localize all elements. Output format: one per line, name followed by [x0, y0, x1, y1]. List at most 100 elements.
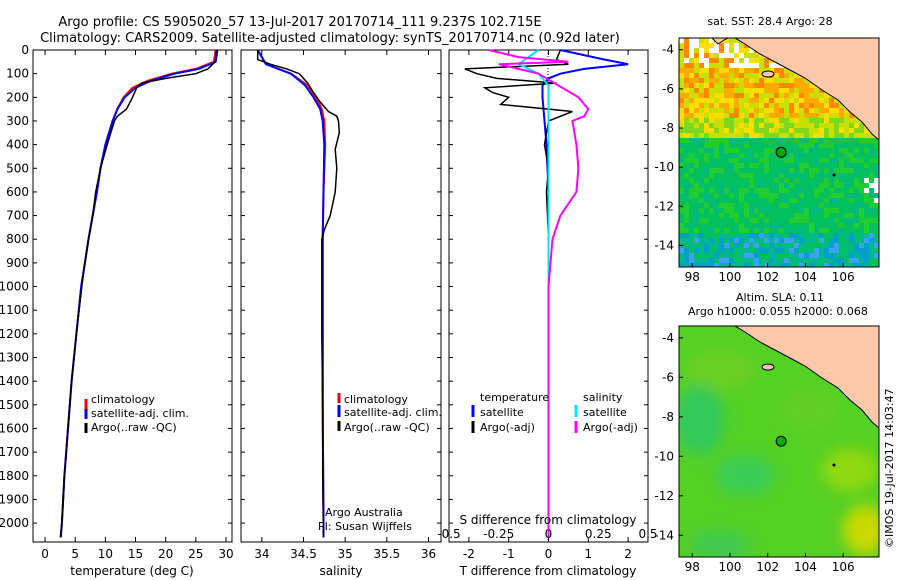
sst-grid-cell — [769, 158, 774, 163]
sst-grid-cell — [734, 213, 739, 218]
sst-grid-cell — [859, 223, 864, 228]
sst-grid-cell — [799, 233, 804, 238]
sst-grid-cell — [689, 158, 694, 163]
sst-grid-cell — [789, 128, 794, 133]
sst-grid-cell — [814, 183, 819, 188]
sst-grid-cell — [759, 198, 764, 203]
sst-grid-cell — [804, 93, 809, 98]
sst-grid-cell — [734, 233, 739, 238]
sst-grid-cell — [839, 163, 844, 168]
sst-grid-cell — [749, 153, 754, 158]
sst-grid-cell — [719, 128, 724, 133]
sst-grid-cell — [794, 253, 799, 258]
sst-grid-cell — [839, 243, 844, 248]
sst-grid-cell — [874, 168, 879, 173]
sla-map-title: Altim. SLA: 0.11 — [736, 291, 824, 304]
sst-grid-cell — [824, 168, 829, 173]
sst-grid-cell — [714, 263, 719, 267]
sst-grid-cell — [689, 243, 694, 248]
sst-grid-cell — [814, 208, 819, 213]
sst-grid-cell — [834, 173, 839, 178]
sst-grid-cell — [684, 188, 689, 193]
sst-grid-cell — [704, 38, 709, 43]
sst-grid-cell — [774, 173, 779, 178]
sst-grid-cell — [869, 208, 874, 213]
sst-grid-cell — [734, 143, 739, 148]
sst-map-title: sat. SST: 28.4 Argo: 28 — [707, 15, 832, 28]
sst-grid-cell — [794, 163, 799, 168]
sst-grid-cell — [769, 78, 774, 83]
sst-grid-cell — [829, 118, 834, 123]
sst-grid-cell — [699, 213, 704, 218]
sst-grid-cell — [739, 188, 744, 193]
sst-grid-cell — [769, 178, 774, 183]
sst-grid-cell — [834, 243, 839, 248]
sst-grid-cell — [824, 248, 829, 253]
sst-grid-cell — [849, 113, 854, 118]
sst-grid-cell — [754, 153, 759, 158]
sst-grid-cell — [859, 143, 864, 148]
sst-grid-cell — [709, 178, 714, 183]
sst-grid-cell — [764, 148, 769, 153]
sst-grid-cell — [789, 263, 794, 267]
sst-grid-cell — [824, 93, 829, 98]
sst-grid-cell — [844, 238, 849, 243]
sst-grid-cell — [769, 238, 774, 243]
sst-grid-cell — [714, 238, 719, 243]
sst-grid-cell — [744, 213, 749, 218]
difference-xtick-label: 0 — [545, 547, 553, 561]
sst-grid-cell — [714, 103, 719, 108]
sst-grid-cell — [769, 118, 774, 123]
sst-grid-cell — [774, 258, 779, 263]
sst-grid-cell — [704, 53, 709, 58]
sst-grid-cell — [704, 78, 709, 83]
sst-grid-cell — [719, 263, 724, 267]
sst-grid-cell — [834, 263, 839, 267]
sst-grid-cell — [764, 78, 769, 83]
sst-grid-cell — [714, 233, 719, 238]
sst-grid-cell — [779, 193, 784, 198]
sst-grid-cell — [824, 193, 829, 198]
sst-grid-cell — [749, 223, 754, 228]
sst-grid-cell — [809, 98, 814, 103]
sst-grid-cell — [739, 223, 744, 228]
sst-grid-cell — [819, 128, 824, 133]
sst-grid-cell — [709, 118, 714, 123]
sst-grid-cell — [684, 233, 689, 238]
sst-grid-cell — [714, 163, 719, 168]
sst-grid-cell — [869, 223, 874, 228]
sst-grid-cell — [729, 68, 734, 73]
sst-grid-cell — [689, 258, 694, 263]
sst-grid-cell — [679, 153, 684, 158]
legend-t-argo: Argo(-adj) — [480, 421, 535, 434]
sst-grid-cell — [749, 228, 754, 233]
sst-grid-cell — [734, 53, 739, 58]
sst-grid-cell — [829, 188, 834, 193]
salinity-legend-argo: Argo(..raw -QC) — [344, 421, 430, 434]
sst-grid-cell — [719, 138, 724, 143]
sst-grid-cell — [834, 238, 839, 243]
sst-grid-cell — [814, 213, 819, 218]
sst-grid-cell — [829, 133, 834, 138]
sst-grid-cell — [784, 113, 789, 118]
sst-grid-cell — [684, 53, 689, 58]
figure-title-line1: Argo profile: CS 5905020_57 13-Jul-2017 … — [58, 15, 541, 30]
sst-grid-cell — [774, 68, 779, 73]
sst-grid-cell — [829, 178, 834, 183]
sst-grid-cell — [804, 263, 809, 267]
sst-grid-cell — [769, 173, 774, 178]
sst-grid-cell — [859, 153, 864, 158]
sst-grid-cell — [764, 178, 769, 183]
sst-grid-cell — [724, 138, 729, 143]
sst-grid-cell — [684, 263, 689, 267]
sst-grid-cell — [754, 133, 759, 138]
difference-xtick-label: -1 — [503, 547, 515, 561]
sst-grid-cell — [694, 143, 699, 148]
sst-grid-cell — [739, 173, 744, 178]
sst-grid-cell — [724, 133, 729, 138]
sst-grid-cell — [859, 193, 864, 198]
map-xtick-label: 100 — [718, 560, 741, 574]
sst-grid-cell — [839, 258, 844, 263]
sst-grid-cell — [804, 138, 809, 143]
sst-grid-cell — [789, 233, 794, 238]
